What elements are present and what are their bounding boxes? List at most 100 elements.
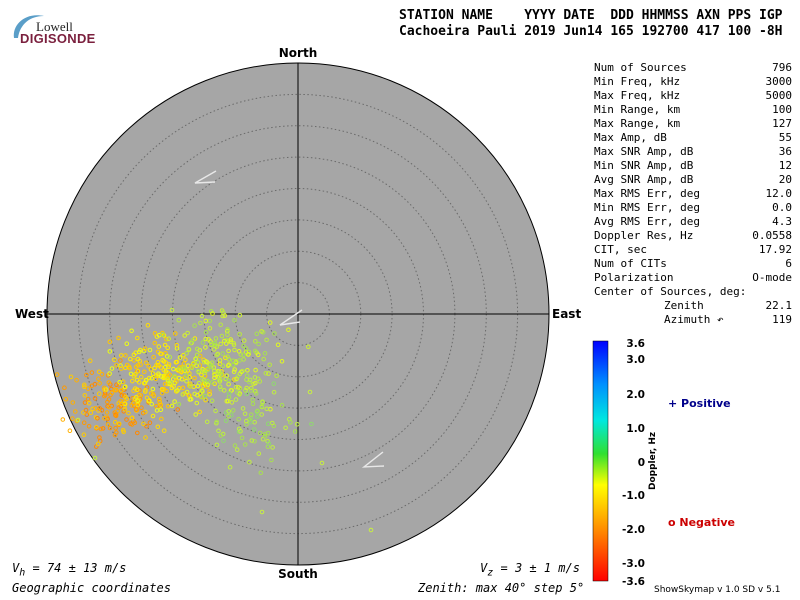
source-point	[218, 433, 224, 438]
source-point	[186, 347, 192, 352]
source-point	[193, 356, 198, 362]
source-point	[119, 353, 124, 358]
source-point	[88, 410, 94, 416]
source-point	[255, 414, 260, 419]
source-point	[151, 354, 156, 360]
vertical-velocity: Vz = 3 ± 1 m/s	[480, 561, 580, 579]
source-point	[116, 421, 122, 427]
source-point	[135, 363, 141, 368]
source-point	[102, 393, 107, 399]
stat-row: Doppler Res, Hz 0.0558	[594, 229, 792, 243]
source-point	[237, 358, 242, 363]
source-point	[152, 340, 158, 346]
source-point	[165, 377, 170, 382]
version-info: ShowSkymap v 1.0 SD v 5.1	[654, 585, 781, 595]
stat-value: 20	[778, 173, 792, 186]
source-point	[161, 367, 167, 373]
source-point	[207, 326, 213, 331]
source-point	[200, 376, 205, 382]
source-point	[137, 387, 142, 393]
source-point	[222, 338, 227, 344]
source-point	[82, 382, 87, 388]
source-point	[181, 352, 186, 358]
source-point	[228, 337, 234, 342]
source-point	[203, 336, 208, 342]
source-point	[172, 373, 177, 379]
source-point	[62, 385, 67, 391]
source-point	[319, 460, 325, 466]
source-point	[81, 432, 87, 438]
source-point	[109, 366, 115, 371]
source-point	[143, 378, 149, 383]
source-point	[112, 419, 118, 425]
source-point	[113, 388, 119, 393]
stat-value: 4.3	[772, 215, 792, 228]
source-point	[135, 356, 141, 362]
source-point	[275, 342, 281, 348]
source-point	[165, 345, 170, 351]
source-point	[106, 380, 112, 385]
stat-label: Max RMS Err, deg	[594, 187, 700, 200]
source-point	[97, 406, 102, 411]
source-point	[233, 397, 239, 402]
source-point	[244, 418, 249, 424]
stat-value: O-mode	[752, 271, 792, 284]
source-point	[286, 327, 291, 333]
source-point	[263, 431, 268, 437]
source-point	[194, 352, 200, 358]
source-point	[183, 357, 188, 363]
source-point	[248, 388, 254, 393]
source-point	[149, 375, 155, 381]
stat-row: Max SNR Amp, dB 36	[594, 145, 792, 159]
source-point	[195, 360, 201, 365]
source-point	[229, 412, 234, 418]
source-point	[173, 360, 179, 365]
source-point	[164, 336, 169, 342]
source-point	[129, 415, 135, 421]
source-point	[245, 352, 251, 357]
source-point	[113, 425, 118, 431]
stat-row: Avg SNR Amp, dB 20	[594, 173, 792, 187]
source-point	[368, 527, 374, 533]
source-point	[118, 399, 123, 404]
stat-value: 12	[778, 159, 792, 172]
source-point	[142, 346, 148, 351]
source-point	[274, 373, 279, 379]
stat-row: Avg RMS Err, deg 4.3	[594, 215, 792, 229]
source-point	[137, 349, 142, 355]
source-point	[252, 438, 257, 444]
stat-label: Min SNR Amp, dB	[594, 159, 694, 172]
source-point	[175, 388, 180, 393]
source-point	[182, 333, 187, 338]
source-point	[112, 357, 117, 363]
stats-panel: Num of Sources 796 Min Freq, kHz 3000 Max Fr…	[594, 61, 792, 327]
source-point	[114, 363, 119, 368]
source-point	[279, 402, 285, 408]
source-point	[87, 358, 93, 364]
source-point	[171, 366, 176, 372]
stat-label: CIT, sec	[594, 243, 647, 256]
logo-digisonde-text: DIGISONDE	[20, 31, 96, 46]
source-point	[241, 357, 246, 362]
stat-value: 12.0	[765, 187, 793, 200]
source-point	[142, 369, 147, 375]
source-point	[158, 402, 163, 408]
label-south: South	[278, 567, 318, 581]
source-point	[209, 360, 215, 366]
source-point	[188, 340, 193, 346]
source-point	[216, 428, 221, 434]
source-point	[97, 435, 102, 440]
stat-label: Avg RMS Err, deg	[594, 215, 700, 228]
source-point	[224, 398, 230, 404]
source-point	[166, 362, 172, 367]
source-point	[123, 394, 128, 400]
header-values: Cachoeira Pauli 2019 Jun14 165 192700 41…	[399, 24, 783, 39]
source-point	[236, 349, 242, 354]
source-point	[84, 412, 90, 417]
source-point	[205, 382, 211, 388]
source-point	[174, 389, 179, 394]
stat-value: 0.0558	[752, 229, 792, 242]
source-point	[149, 401, 154, 407]
source-point	[259, 403, 265, 409]
source-point	[195, 346, 200, 352]
